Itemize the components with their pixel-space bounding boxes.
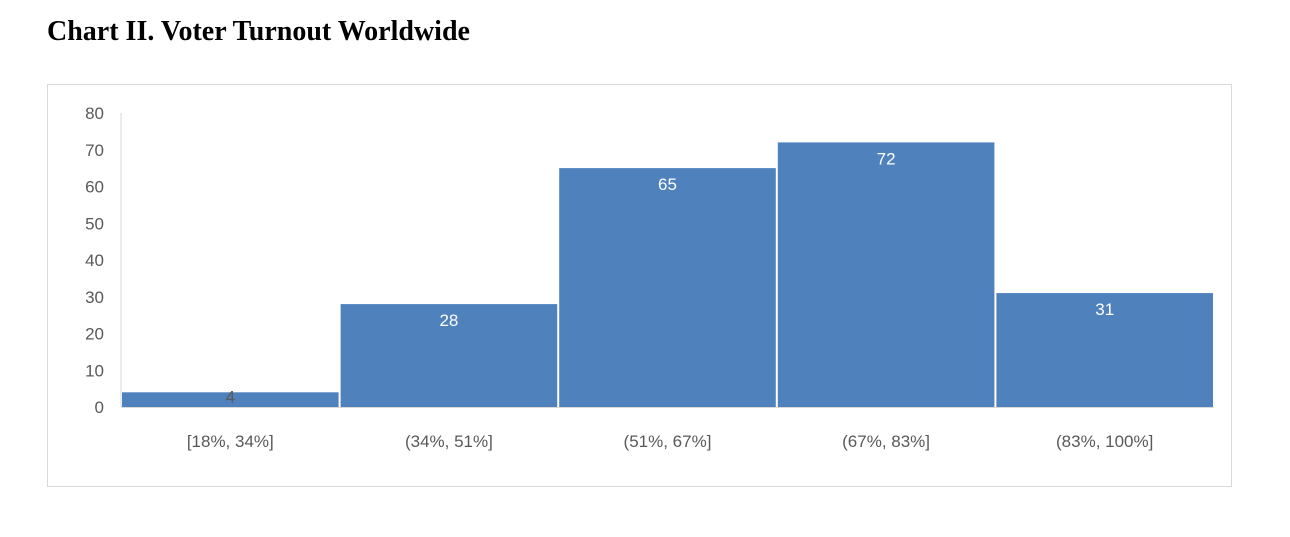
- y-tick-label: 70: [85, 141, 104, 160]
- bar-data-label: 65: [658, 175, 677, 194]
- y-tick-label: 20: [85, 325, 104, 344]
- chart-title: Chart II. Voter Turnout Worldwide: [47, 16, 470, 47]
- bar-data-label: 4: [226, 387, 235, 406]
- x-tick-label: (51%, 67%]: [624, 432, 712, 451]
- y-tick-label: 60: [85, 178, 104, 197]
- x-tick-label: (83%, 100%]: [1056, 432, 1153, 451]
- y-tick-label: 0: [95, 398, 104, 417]
- histogram-bar: [559, 168, 776, 407]
- histogram-bar: [996, 293, 1213, 407]
- bar-data-label: 72: [877, 149, 896, 168]
- bar-data-label: 28: [439, 311, 458, 330]
- x-tick-label: (34%, 51%]: [405, 432, 493, 451]
- histogram-bar: [777, 142, 995, 407]
- y-tick-label: 80: [85, 104, 104, 123]
- chart-frame: [47, 84, 1232, 487]
- y-tick-label: 10: [85, 361, 104, 380]
- x-tick-label: [18%, 34%]: [187, 432, 274, 451]
- histogram-bar: [340, 304, 558, 407]
- y-tick-label: 50: [85, 214, 104, 233]
- y-tick-label: 40: [85, 251, 104, 270]
- x-tick-label: (67%, 83%]: [842, 432, 930, 451]
- y-tick-label: 30: [85, 288, 104, 307]
- bar-data-label: 31: [1095, 300, 1114, 319]
- histogram-bar: [122, 392, 339, 407]
